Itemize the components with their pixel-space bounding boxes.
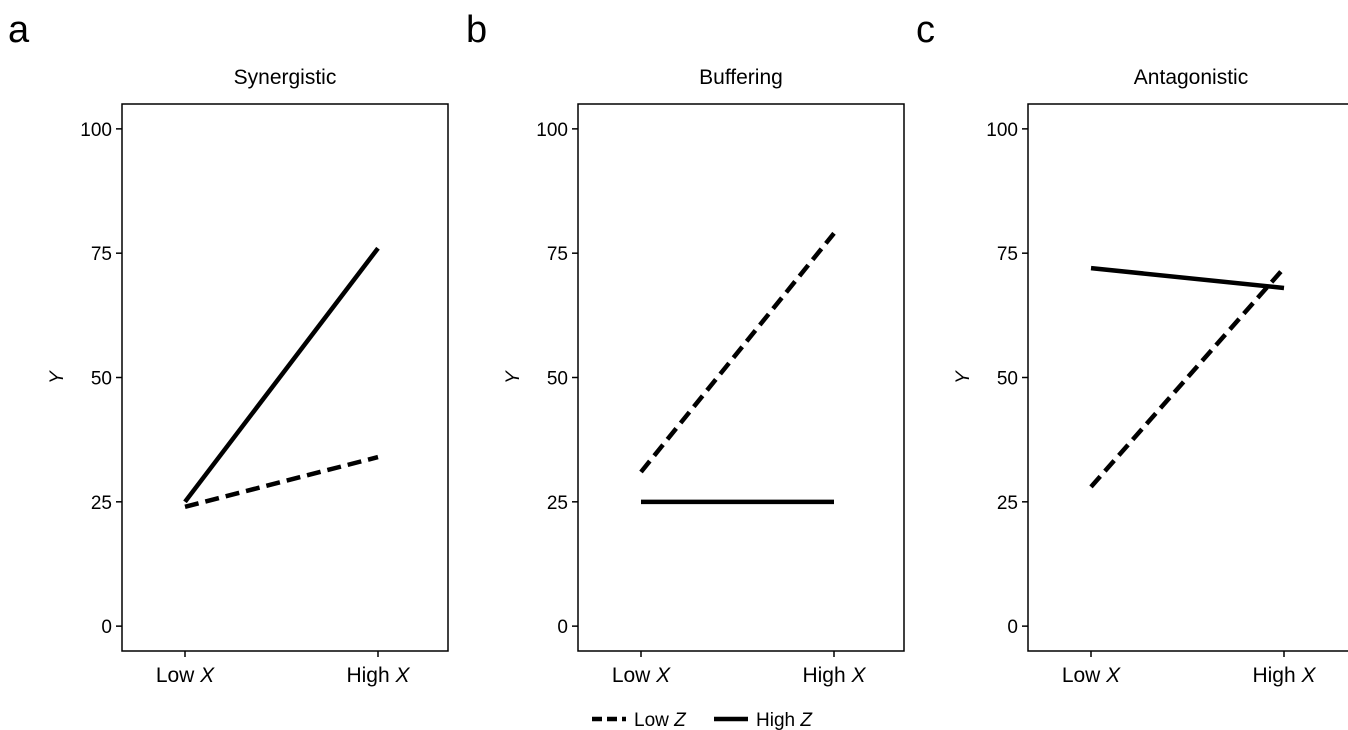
panel-a: a Synergistic 0 25 50 75 100 Y Low X High X bbox=[8, 9, 449, 687]
x-tick-label: High X bbox=[802, 664, 866, 687]
y-tick-label: 50 bbox=[547, 369, 568, 390]
y-tick-label: 100 bbox=[80, 120, 112, 141]
y-tick-label: 75 bbox=[997, 244, 1018, 265]
panel-b: b Buffering 0 25 50 75 100 Y Low X High X bbox=[466, 9, 905, 687]
y-axis-label: Y bbox=[953, 370, 974, 384]
y-tick-label: 0 bbox=[557, 617, 568, 638]
plot-frame bbox=[577, 103, 905, 652]
plot-frame bbox=[1027, 103, 1348, 652]
panel-title: Antagonistic bbox=[1134, 66, 1248, 89]
panel-title: Synergistic bbox=[234, 66, 337, 89]
legend-label: Low Z bbox=[634, 710, 687, 730]
legend-label: High Z bbox=[756, 710, 813, 730]
y-axis-label: Y bbox=[47, 370, 68, 384]
panel-letter: c bbox=[916, 9, 935, 51]
x-tick-label: Low X bbox=[612, 664, 671, 687]
y-tick-label: 100 bbox=[536, 120, 568, 141]
panel-title: Buffering bbox=[699, 66, 783, 89]
y-axis-label: Y bbox=[503, 370, 524, 384]
y-tick-label: 75 bbox=[91, 244, 112, 265]
y-tick-label: 75 bbox=[547, 244, 568, 265]
series-line-high-z bbox=[1090, 265, 1285, 291]
y-tick-label: 50 bbox=[997, 369, 1018, 390]
y-tick-label: 0 bbox=[101, 617, 112, 638]
x-tick-label: Low X bbox=[1062, 664, 1121, 687]
x-tick-label: High X bbox=[1252, 664, 1316, 687]
y-tick-label: 50 bbox=[91, 369, 112, 390]
y-tick-label: 0 bbox=[1007, 617, 1018, 638]
y-tick-label: 100 bbox=[986, 120, 1018, 141]
plot-frame bbox=[121, 103, 449, 652]
y-tick-label: 25 bbox=[997, 493, 1018, 514]
x-tick-label: Low X bbox=[156, 664, 215, 687]
panel-letter: b bbox=[466, 9, 487, 51]
series-line-low-z bbox=[184, 454, 379, 509]
legend: Low Z High Z bbox=[592, 710, 813, 730]
y-tick-label: 25 bbox=[91, 493, 112, 514]
series-line-high-z bbox=[183, 246, 380, 504]
series-line-low-z bbox=[639, 231, 836, 474]
panel-letter: a bbox=[8, 9, 30, 51]
y-tick-label: 25 bbox=[547, 493, 568, 514]
series-line-low-z bbox=[1089, 266, 1286, 489]
panel-c: c Antagonistic 0 25 50 75 100 Y Low X High X bbox=[916, 9, 1348, 687]
x-tick-label: High X bbox=[346, 664, 410, 687]
